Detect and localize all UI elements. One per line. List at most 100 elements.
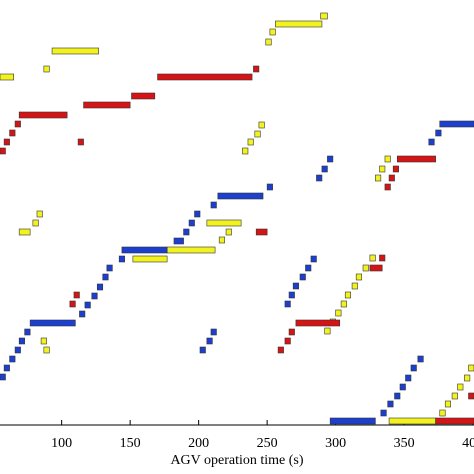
task-bar [305, 264, 312, 272]
task-bar [379, 165, 386, 173]
task-bar [255, 228, 268, 236]
task-bar [18, 337, 25, 345]
task-bar [43, 346, 50, 354]
task-bar [0, 373, 6, 381]
task-bar [468, 392, 474, 400]
task-bar [344, 291, 352, 299]
task-bar [217, 192, 264, 200]
task-bar [284, 300, 291, 308]
task-bar [324, 327, 331, 335]
task-bar [380, 409, 387, 417]
task-bar [51, 47, 99, 55]
task-bar [199, 346, 206, 354]
task-bar [329, 417, 376, 425]
task-bar [77, 138, 84, 146]
task-bar [43, 65, 50, 73]
task-bar [464, 374, 471, 382]
task-bar [369, 254, 376, 262]
task-bar [183, 228, 190, 236]
task-bar [166, 246, 216, 254]
task-bar [292, 282, 299, 290]
task-bar [242, 147, 249, 155]
task-bar [0, 147, 6, 155]
task-bar [362, 264, 369, 272]
task-bar [14, 120, 21, 128]
task-bar [468, 364, 474, 372]
task-bar [321, 165, 328, 173]
task-bar [405, 374, 412, 382]
task-bar [131, 92, 156, 100]
task-bar [84, 301, 91, 309]
task-bar [118, 255, 125, 263]
task-bar [388, 174, 395, 182]
task-bar [9, 129, 16, 137]
task-bar [457, 383, 464, 391]
task-bar [340, 300, 347, 308]
task-bar [451, 392, 458, 400]
task-bar [316, 174, 323, 182]
task-bar [444, 400, 452, 408]
x-tick-label: 250 [257, 436, 278, 451]
task-bar [40, 337, 47, 345]
task-bar [417, 355, 424, 363]
task-bar [83, 101, 131, 109]
task-bar [206, 337, 213, 345]
task-bar [387, 400, 394, 408]
task-bar [173, 237, 184, 245]
task-bar [394, 392, 401, 400]
x-tick-label: 200 [188, 436, 209, 451]
task-bar [310, 255, 317, 263]
task-bar [106, 264, 113, 272]
task-bar [327, 155, 334, 163]
task-bar [132, 255, 168, 263]
task-bar [320, 12, 328, 20]
task-bar [384, 183, 391, 191]
task-bar [384, 155, 391, 163]
task-bar [355, 273, 362, 281]
task-bar [288, 328, 295, 336]
task-bar [410, 364, 417, 372]
task-bar [24, 328, 31, 336]
task-bar [3, 364, 10, 372]
task-bar [225, 228, 232, 236]
task-bar [18, 228, 31, 236]
task-bar [247, 138, 254, 146]
task-bar [188, 219, 195, 227]
x-axis-label: AGV operation time (s) [170, 453, 303, 468]
task-bar [439, 409, 446, 417]
task-bar [439, 120, 474, 128]
task-bar [210, 328, 217, 336]
task-bar [194, 210, 201, 218]
x-tick-label: 400 [462, 436, 474, 451]
x-tick-label: 350 [394, 436, 415, 451]
task-bar [102, 273, 109, 281]
task-bar [369, 264, 383, 272]
x-tick-label: 150 [120, 436, 141, 451]
task-bar [295, 319, 341, 327]
task-bar [388, 417, 436, 425]
task-bar [157, 73, 253, 81]
task-bar [121, 246, 168, 254]
task-bar [18, 111, 68, 119]
task-bar [379, 254, 386, 262]
task-bar [0, 73, 14, 81]
task-bar [258, 121, 265, 129]
task-bar [79, 310, 86, 318]
task-bar [288, 291, 295, 299]
task-bar [206, 219, 242, 227]
task-bar [275, 20, 323, 28]
task-bar [29, 319, 76, 327]
task-bar [9, 355, 16, 363]
task-bar [392, 165, 399, 173]
task-bar [435, 129, 442, 137]
task-bar [428, 138, 435, 146]
task-bar [73, 291, 80, 299]
task-bar [284, 337, 291, 345]
task-bar [335, 309, 342, 317]
task-bar [36, 210, 43, 218]
task-bar [396, 155, 436, 163]
task-bar [69, 300, 76, 308]
task-bar [299, 273, 306, 281]
task-bar [351, 282, 358, 290]
